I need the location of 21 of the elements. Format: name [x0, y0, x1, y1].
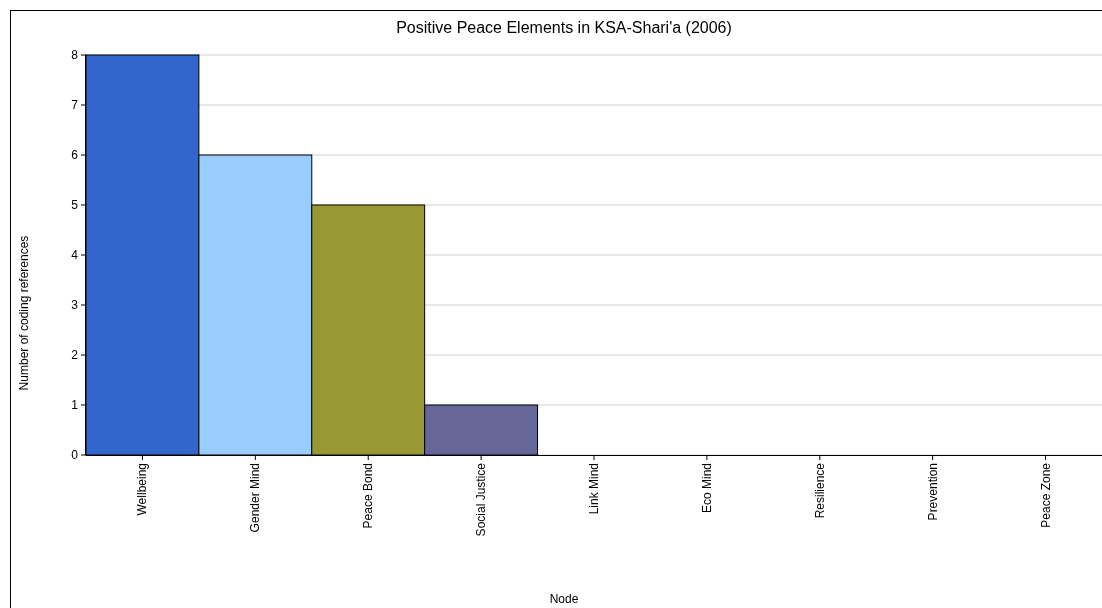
y-tick-label: 5 — [71, 198, 79, 213]
x-tick-label: Social Justice — [474, 462, 489, 537]
y-tick-label: 4 — [71, 248, 79, 263]
x-tick-label: Wellbeing — [135, 463, 150, 516]
chart-title: Positive Peace Elements in KSA-Shari'a (2006) — [396, 19, 732, 36]
x-tick-label: Gender Mind — [248, 463, 263, 533]
y-tick-label: 1 — [71, 398, 79, 413]
x-axis-title: Node — [549, 592, 579, 606]
y-tick-label: 2 — [71, 348, 79, 363]
x-tick-label: Prevention — [925, 463, 940, 521]
x-tick-label: Resilience — [812, 462, 827, 519]
x-tick-label: Peace Bond — [361, 463, 376, 529]
x-tick-label: Peace Zone — [1038, 462, 1053, 528]
y-tick-label: 7 — [71, 98, 79, 113]
x-tick-label: Eco Mind — [699, 463, 714, 514]
y-axis-title: Number of coding references — [17, 235, 31, 391]
x-tick-label: Link Mind — [587, 463, 601, 515]
y-tick-label: 3 — [71, 298, 79, 313]
y-tick-label: 6 — [71, 148, 79, 163]
y-tick-label: 8 — [71, 48, 79, 63]
y-tick-label: 0 — [71, 448, 79, 463]
